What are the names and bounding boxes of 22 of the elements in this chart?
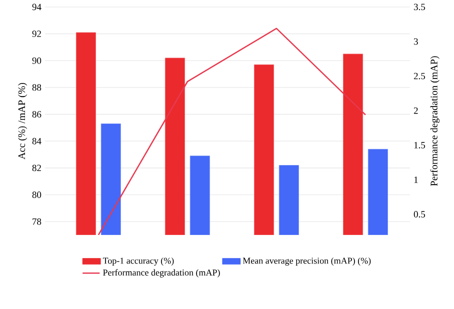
legend-label: Mean average precision (mAP) (%) [242, 257, 371, 266]
y-tick-label: 82 [32, 164, 41, 172]
y-tick-label: 78 [32, 218, 42, 225]
y2-tick-label: 0.5 [414, 211, 426, 218]
y-tick-label: 90 [32, 57, 42, 64]
y2-tick-label: 3.5 [414, 4, 426, 10]
y2-tick-label: 2 [414, 107, 418, 114]
y2-tick-label: 2.5 [414, 72, 426, 80]
y-tick-label: 94 [32, 4, 42, 10]
y-axis-title: Acc (%) /mAP (%) [18, 82, 28, 160]
legend-label: Top-1 accuracy (%) [102, 257, 174, 266]
y-tick-label: 88 [32, 84, 42, 91]
y-tick-label: 84 [32, 138, 42, 144]
y-tick-label: 86 [32, 111, 42, 118]
y2-tick-label: 1 [414, 176, 418, 183]
y-tick-label: 92 [32, 30, 41, 38]
y-tick-label: 80 [32, 192, 42, 198]
y2-tick-label: 1.5 [414, 142, 426, 148]
y2-axis-title: Performance degradation (mAP) [430, 56, 440, 186]
y2-tick-label: 3 [414, 38, 418, 45]
legend-label: Performance degradation (mAP) [103, 269, 220, 278]
line-series [98, 28, 366, 235]
